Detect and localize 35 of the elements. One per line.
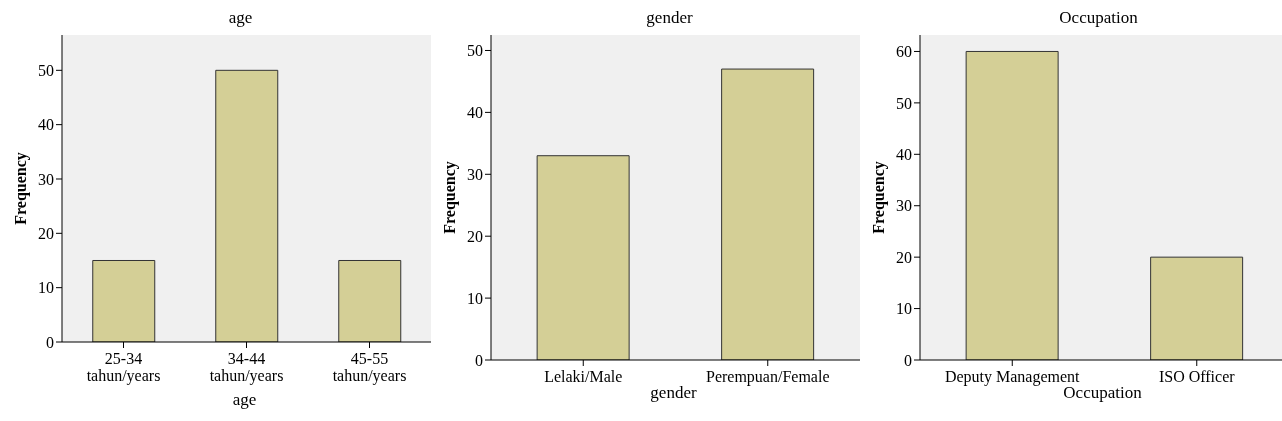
y-tick-label: 40 xyxy=(38,116,54,134)
y-tick-label: 10 xyxy=(467,289,483,307)
x-tick-label: ISO Officer xyxy=(1158,368,1236,385)
x-tick-label: 45-55 tahun/years xyxy=(332,350,407,385)
y-tick-label: 60 xyxy=(896,43,912,61)
x-axis-title: Occupation xyxy=(1063,383,1142,402)
chart-title: gender xyxy=(645,8,694,29)
chart-title: age xyxy=(227,8,254,29)
y-tick-label: 30 xyxy=(896,197,912,215)
x-axis-title: age xyxy=(231,390,258,410)
y-tick-label: 40 xyxy=(896,145,912,163)
y-tick-label: 40 xyxy=(467,104,483,122)
y-tick-label: 20 xyxy=(38,225,54,243)
y-tick-label: 20 xyxy=(467,227,483,245)
y-tick-label: 30 xyxy=(38,170,54,188)
x-tick-label: 34-44 tahun/years xyxy=(209,350,284,385)
y-tick-label: 10 xyxy=(38,279,54,297)
y-tick-label: 30 xyxy=(467,165,483,183)
y-tick-label: 10 xyxy=(896,300,912,318)
y-tick-label: 20 xyxy=(896,248,912,266)
x-tick-label: 25-34 tahun/years xyxy=(86,350,161,385)
x-axis-title: gender xyxy=(650,383,697,402)
x-tick-label: Lelaki/Male xyxy=(544,368,623,385)
x-tick-label: Deputy Management xyxy=(944,368,1081,386)
y-axis-title: Frequency xyxy=(440,161,459,234)
y-axis-title: Frequency xyxy=(869,161,888,234)
chart-title: Occupation xyxy=(1058,8,1139,29)
y-axis-title: Frequency xyxy=(11,152,30,225)
y-tick-label: 0 xyxy=(904,351,912,369)
y-tick-label: 50 xyxy=(38,62,54,79)
y-tick-label: 50 xyxy=(896,94,912,112)
y-tick-label: 0 xyxy=(475,351,483,369)
x-tick-label: Perempuan/Female xyxy=(705,368,830,386)
y-tick-label: 50 xyxy=(467,42,483,60)
y-tick-label: 0 xyxy=(46,333,54,351)
